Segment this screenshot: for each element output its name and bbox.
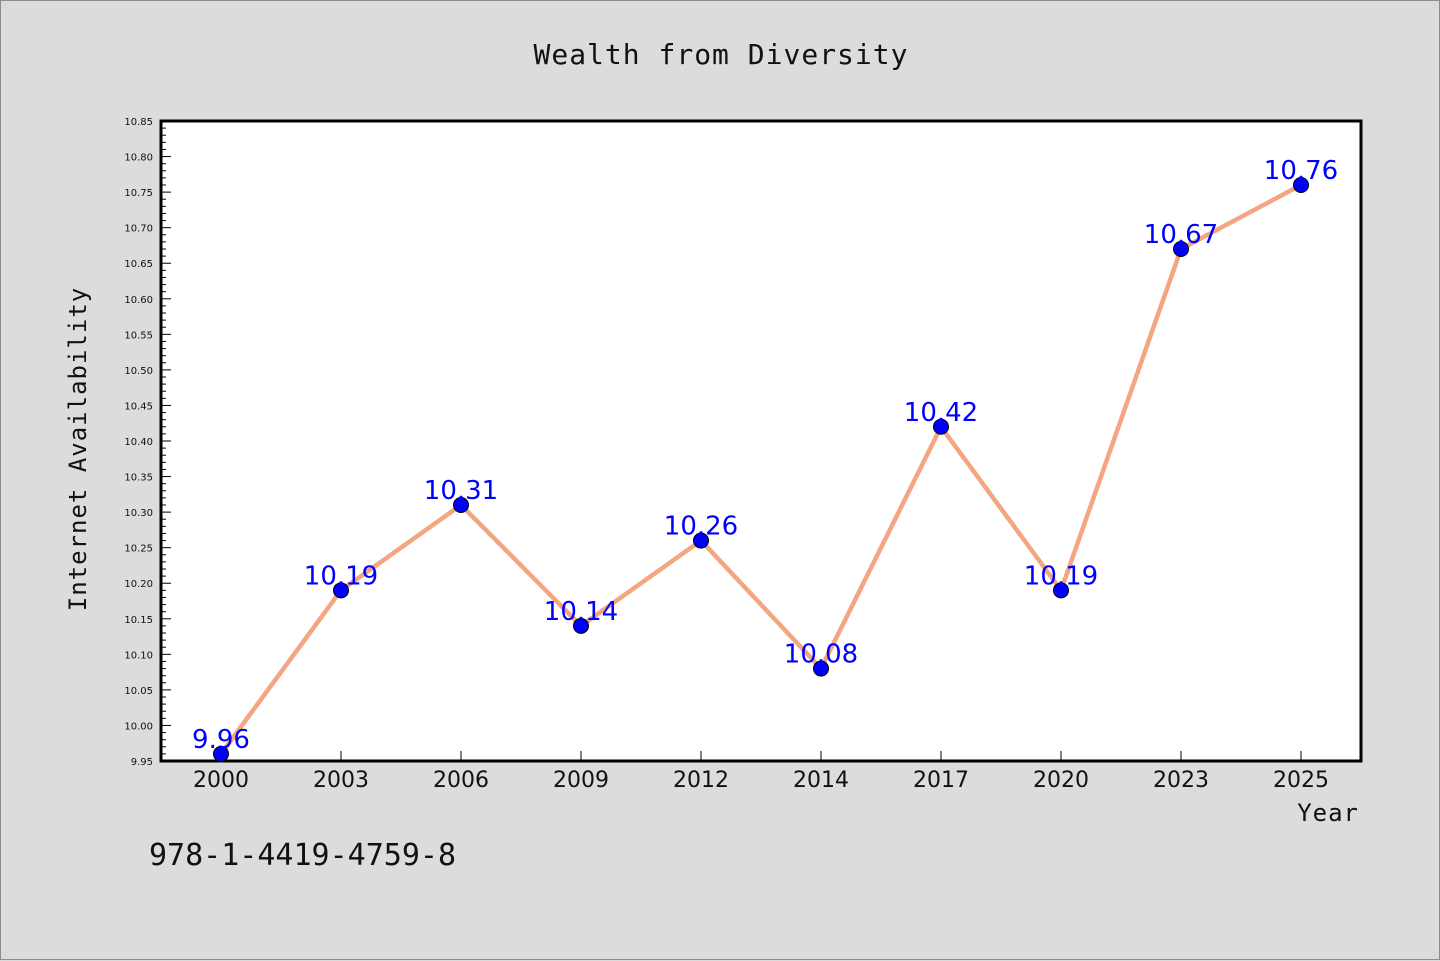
y-tick-label: 10.85 bbox=[124, 117, 153, 128]
x-tick-label: 2006 bbox=[433, 768, 489, 793]
x-tick-label: 2025 bbox=[1273, 768, 1329, 793]
series-layer: 9.96 10.19 10.31 10.14 10.26 10.08 10.42 10.19 1… bbox=[192, 156, 1338, 762]
data-point bbox=[1173, 241, 1189, 257]
data-label: 10.19 bbox=[1024, 561, 1098, 591]
isbn-annotation: 978-1-4419-4759-8 bbox=[149, 838, 456, 873]
data-label: 9.96 bbox=[192, 725, 250, 755]
y-tick-label: 10.75 bbox=[124, 188, 153, 199]
y-tick-label: 10.30 bbox=[124, 508, 153, 519]
y-tick-label: 10.50 bbox=[124, 366, 153, 377]
data-label: 10.31 bbox=[424, 476, 498, 506]
y-tick-label: 9.95 bbox=[131, 757, 153, 768]
y-tick-label: 10.65 bbox=[124, 259, 153, 270]
y-tick-label: 10.40 bbox=[124, 437, 153, 448]
y-tick-label: 10.55 bbox=[124, 330, 153, 341]
plot-area bbox=[159, 119, 1363, 763]
x-axis-title: Year bbox=[1297, 799, 1359, 827]
x-tick-label: 2017 bbox=[913, 768, 969, 793]
x-tick-label: 2000 bbox=[193, 768, 249, 793]
y-axis-title: Internet Availability bbox=[64, 287, 92, 611]
x-tick-label: 2012 bbox=[673, 768, 729, 793]
data-label: 10.42 bbox=[904, 398, 978, 428]
data-point bbox=[693, 532, 709, 549]
data-label: 10.19 bbox=[304, 561, 378, 591]
y-tick-label: 10.70 bbox=[124, 224, 153, 235]
x-axis: 2000 2003 2006 2009 2012 2014 2017 2020 2023 2025 bbox=[193, 751, 1329, 793]
x-tick-label: 2023 bbox=[1153, 768, 1209, 793]
x-tick-label: 2014 bbox=[793, 768, 849, 793]
y-tick-label: 10.25 bbox=[124, 544, 153, 555]
x-tick-label: 2009 bbox=[553, 768, 609, 793]
data-point bbox=[573, 617, 589, 634]
data-point bbox=[933, 418, 949, 435]
data-point bbox=[333, 582, 349, 599]
y-tick-label: 10.10 bbox=[124, 650, 153, 661]
x-tick-label: 2003 bbox=[313, 768, 369, 793]
data-label: 10.26 bbox=[664, 512, 738, 542]
x-tick-label: 2020 bbox=[1033, 768, 1089, 793]
data-point bbox=[213, 745, 229, 762]
y-tick-label: 10.35 bbox=[124, 473, 153, 484]
data-point bbox=[813, 660, 829, 677]
y-tick-label: 10.45 bbox=[124, 401, 153, 412]
series-line bbox=[219, 183, 1303, 756]
data-label: 10.08 bbox=[784, 640, 858, 670]
data-label: 10.67 bbox=[1144, 220, 1218, 250]
y-tick-label: 10.60 bbox=[124, 295, 153, 306]
data-point bbox=[1293, 177, 1309, 193]
y-tick-label: 10.05 bbox=[124, 686, 153, 697]
y-tick-label: 10.15 bbox=[124, 615, 153, 626]
y-axis: 9.95 10.00 10.05 10.10 10.15 10.20 10.25 10.30 1… bbox=[124, 117, 171, 768]
data-point bbox=[453, 497, 469, 513]
data-point bbox=[1053, 582, 1069, 599]
data-label: 10.14 bbox=[544, 597, 618, 627]
y-tick-label: 10.00 bbox=[124, 721, 153, 732]
y-tick-label: 10.80 bbox=[124, 153, 153, 164]
data-label: 10.76 bbox=[1264, 156, 1338, 186]
y-tick-label: 10.20 bbox=[124, 579, 153, 590]
chart-title: Wealth from Diversity bbox=[533, 38, 908, 71]
